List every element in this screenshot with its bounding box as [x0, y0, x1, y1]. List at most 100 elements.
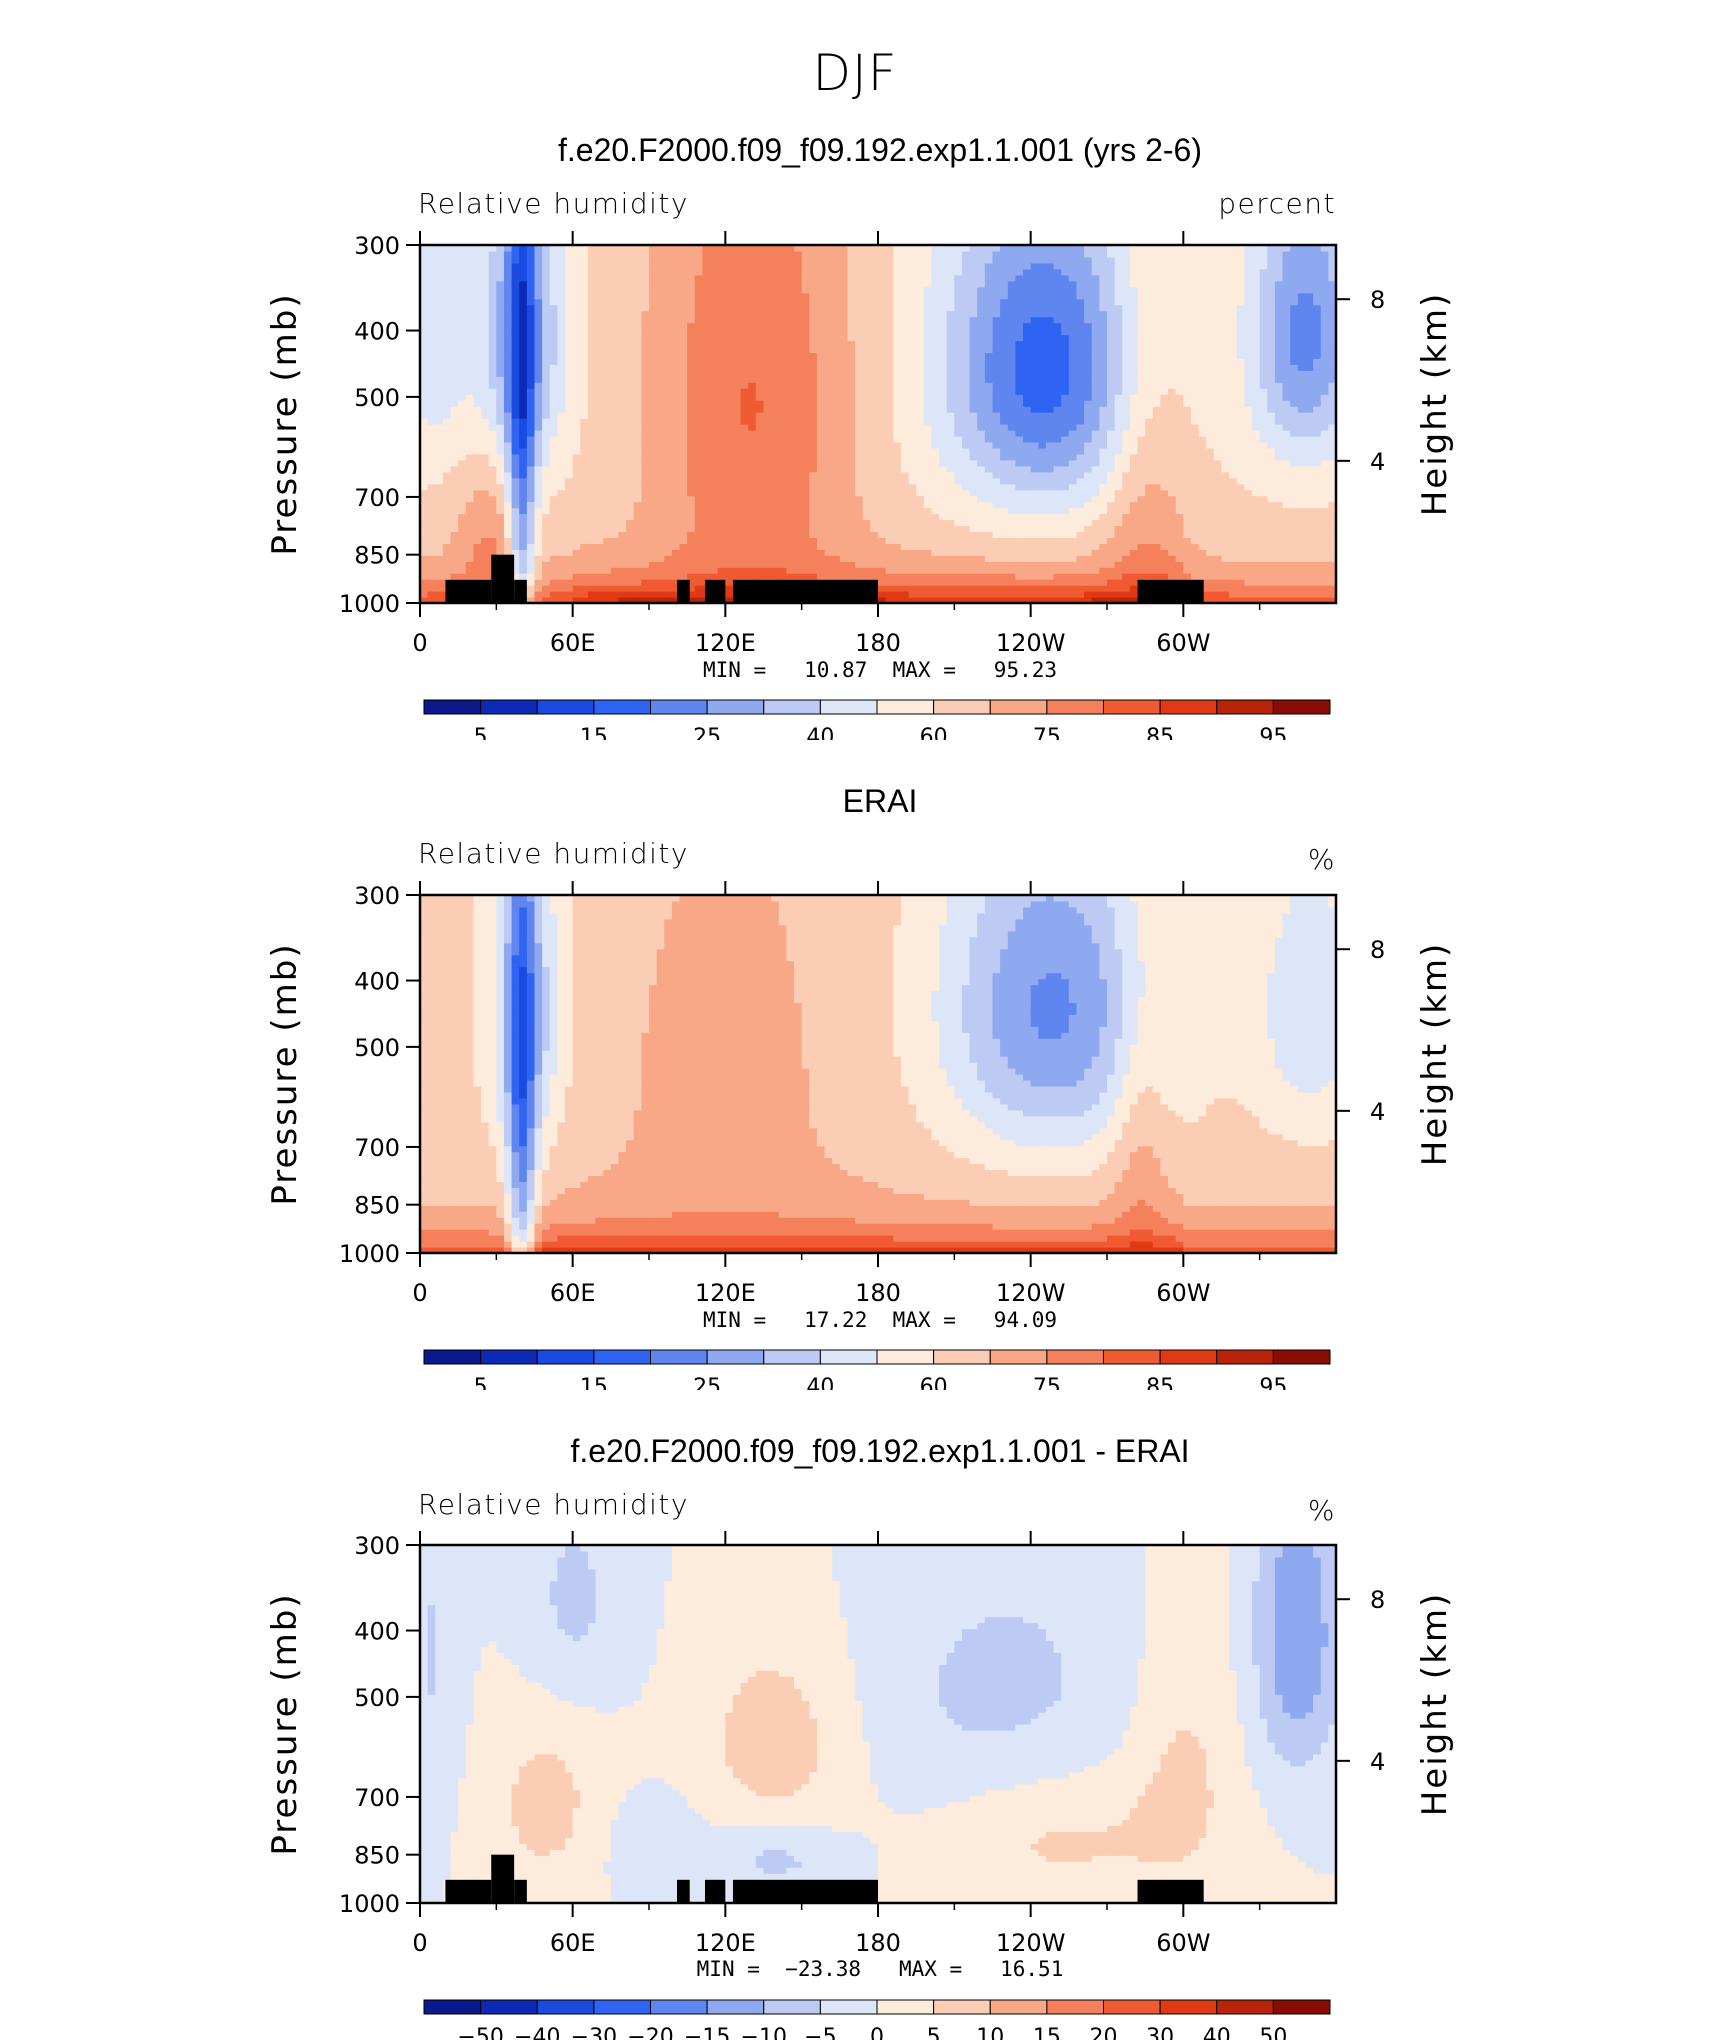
- heat-cell: [595, 519, 604, 527]
- heat-cell: [816, 334, 826, 342]
- heat-cell: [595, 507, 604, 515]
- heat-cell: [641, 340, 650, 348]
- heat-cell: [763, 274, 772, 282]
- heat-cell: [633, 471, 642, 479]
- heat-cell: [725, 501, 734, 509]
- heat-cell: [450, 322, 459, 330]
- heat-cell: [450, 483, 459, 491]
- heat-cell: [870, 250, 879, 258]
- heat-cell: [427, 292, 436, 300]
- heat-cell: [824, 441, 833, 449]
- heat-cell: [977, 400, 986, 407]
- heat-cell: [526, 370, 536, 377]
- heat-cell: [916, 316, 925, 324]
- heat-cell: [633, 555, 642, 562]
- heat-cell: [519, 567, 528, 574]
- heat-cell: [511, 262, 520, 270]
- heat-cell: [626, 513, 635, 521]
- heat-cell: [458, 340, 467, 348]
- heat-cell: [771, 364, 780, 371]
- heat-cell: [420, 400, 429, 407]
- heat-cell: [847, 358, 856, 365]
- heat-cell: [618, 376, 627, 383]
- heat-cell: [626, 591, 635, 598]
- heat-cell: [809, 304, 818, 312]
- heat-cell: [511, 465, 520, 473]
- heat-cell: [916, 310, 925, 318]
- heat-cell: [931, 501, 940, 509]
- heat-cell: [992, 501, 1001, 509]
- heat-cell: [916, 400, 925, 407]
- heat-cell: [435, 501, 444, 509]
- heat-cell: [885, 453, 894, 461]
- heat-cell: [717, 304, 726, 312]
- heat-cell: [931, 382, 940, 389]
- heat-cell: [992, 370, 1001, 377]
- heat-cell: [816, 477, 826, 485]
- heat-cell: [1038, 477, 1047, 485]
- heat-cell: [595, 489, 604, 497]
- heat-cell: [572, 376, 581, 383]
- heat-cell: [511, 322, 520, 330]
- heat-cell: [839, 567, 849, 574]
- heat-cell: [732, 274, 742, 282]
- heat-cell: [580, 441, 589, 449]
- heat-cell: [603, 465, 612, 473]
- heat-cell: [809, 537, 818, 544]
- heat-cell: [664, 334, 673, 342]
- heat-cell: [878, 537, 887, 544]
- heat-cell: [992, 477, 1001, 485]
- heat-cell: [900, 382, 910, 389]
- heat-cell: [458, 513, 467, 521]
- heat-cell: [946, 358, 955, 365]
- heat-cell: [572, 364, 581, 371]
- heat-cell: [893, 298, 902, 306]
- heat-cell: [916, 376, 925, 383]
- heat-cell: [519, 441, 528, 449]
- heat-cell: [847, 352, 856, 359]
- heat-cell: [618, 268, 627, 276]
- heat-cell: [900, 376, 910, 383]
- heat-cell: [641, 525, 650, 532]
- heat-cell: [557, 400, 566, 407]
- heat-cell: [748, 388, 757, 395]
- heat-cell: [1038, 352, 1047, 359]
- heat-cell: [961, 501, 971, 509]
- heat-cell: [786, 256, 795, 264]
- heat-cell: [862, 250, 871, 258]
- heat-cell: [900, 334, 910, 342]
- heat-cell: [549, 400, 558, 407]
- heat-cell: [1038, 406, 1047, 413]
- heat-cell: [969, 310, 978, 318]
- heat-cell: [977, 424, 986, 431]
- heat-cell: [954, 286, 963, 294]
- heat-cell: [778, 424, 787, 431]
- heat-cell: [900, 465, 910, 473]
- heat-cell: [862, 304, 871, 312]
- heat-cell: [633, 412, 642, 419]
- heat-cell: [526, 256, 536, 264]
- heat-cell: [763, 388, 772, 395]
- heat-cell: [473, 250, 482, 258]
- heat-cell: [587, 262, 597, 270]
- heat-cell: [923, 346, 933, 353]
- heat-cell: [1045, 585, 1055, 592]
- heat-cell: [885, 519, 894, 527]
- heat-cell: [519, 346, 528, 353]
- heat-cell: [1045, 525, 1055, 532]
- heat-cell: [862, 256, 871, 264]
- heat-cell: [816, 310, 826, 318]
- heat-cell: [786, 388, 795, 395]
- heat-cell: [832, 561, 841, 568]
- heat-cell: [458, 292, 467, 300]
- heat-cell: [809, 280, 818, 288]
- heat-cell: [671, 245, 681, 252]
- heat-cell: [542, 501, 551, 509]
- heat-cell: [732, 531, 742, 538]
- heat-cell: [893, 525, 902, 532]
- heat-cell: [946, 262, 955, 270]
- heat-cell: [641, 483, 650, 491]
- heat-cell: [771, 334, 780, 342]
- heat-cell: [511, 286, 520, 294]
- heat-cell: [656, 245, 665, 252]
